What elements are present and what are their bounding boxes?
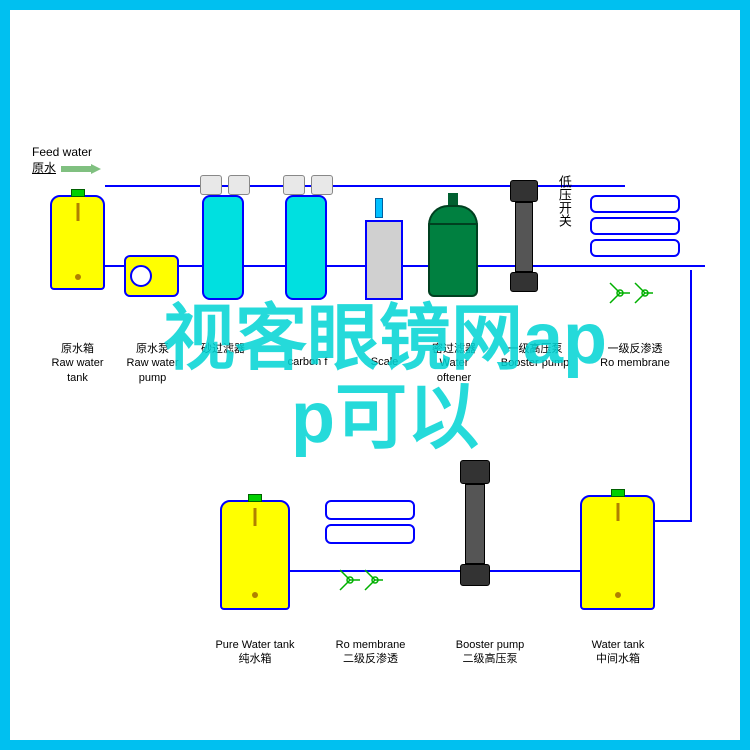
scale-inhibitor — [365, 220, 403, 300]
pipe — [690, 270, 692, 520]
valve-icon — [605, 278, 655, 323]
mid-water-tank — [580, 495, 655, 610]
tank-cap-icon — [248, 494, 262, 502]
raw-water-pump — [124, 255, 179, 297]
memb2-label: Ro membrane 二级反渗透 — [318, 638, 423, 667]
mid-tank-label: Water tank 中间水箱 — [568, 638, 668, 667]
tank-cap-icon — [71, 189, 85, 197]
pure-water-tank — [220, 500, 290, 610]
pipe — [105, 265, 705, 267]
raw-water-tank — [50, 195, 105, 290]
pipe — [650, 520, 692, 522]
level-indicator-icon — [616, 503, 619, 521]
tank-cap-icon — [611, 489, 625, 497]
feed-arrow-icon — [61, 164, 101, 174]
feed-en: Feed water — [32, 145, 92, 159]
diagram-canvas: Feed water 原水 原水箱 Raw water tank 原水泵 Raw… — [10, 10, 740, 740]
memb1-label: 一级反渗透 Ro membrane — [585, 342, 685, 371]
booster1-label: 一级高压泵 Booster pump — [490, 342, 580, 371]
pure-tank-label: Pure Water tank 纯水箱 — [200, 638, 310, 667]
controller-icon — [200, 175, 222, 195]
booster-pump-1 — [510, 180, 538, 295]
raw-pump-label: 原水泵 Raw water pump — [110, 342, 195, 385]
membrane-tube-icon — [325, 524, 415, 544]
ro-membrane-1 — [590, 195, 680, 261]
membrane-tube-icon — [325, 500, 415, 520]
scale-label: Scale — [352, 355, 417, 369]
carbon-filter — [285, 195, 327, 300]
feed-water-label: Feed water 原水 — [32, 145, 101, 176]
lp-switch-label: 低压开关 — [555, 175, 572, 227]
softener-label: 密过滤器 Water oftener — [415, 342, 493, 385]
valve-icon — [335, 565, 385, 610]
sand-filter — [202, 195, 244, 300]
sand-filter-label: 砂过滤器 — [188, 342, 258, 356]
dot-icon — [252, 592, 258, 598]
membrane-tube-icon — [590, 195, 680, 213]
level-indicator-icon — [254, 508, 257, 526]
controller-icon — [283, 175, 305, 195]
membrane-tube-icon — [590, 239, 680, 257]
dot-icon — [75, 274, 81, 280]
booster2-label: Booster pump 二级高压泵 — [440, 638, 540, 667]
dot-icon — [615, 592, 621, 598]
water-softener — [428, 205, 478, 300]
feed-cn: 原水 — [32, 161, 56, 175]
ro-membrane-2 — [325, 500, 415, 548]
pipe — [290, 570, 580, 572]
controller-icon — [228, 175, 250, 195]
booster-pump-2 — [460, 460, 490, 590]
carbon-filter-label: carbon f — [270, 355, 345, 369]
pipe — [105, 185, 625, 187]
controller-icon — [311, 175, 333, 195]
level-indicator-icon — [76, 203, 79, 221]
membrane-tube-icon — [590, 217, 680, 235]
